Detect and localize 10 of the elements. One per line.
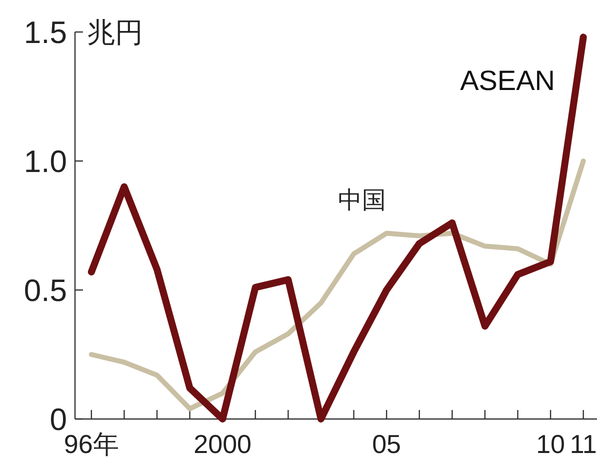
- x-tick-label: 11: [570, 429, 597, 459]
- series-label: 中国: [338, 187, 386, 214]
- x-tick-label: 2000: [194, 429, 252, 459]
- y-axis-title: 兆円: [87, 17, 143, 48]
- series-label: ASEAN: [460, 65, 555, 96]
- y-tick-label: 0.5: [24, 273, 67, 308]
- y-tick-label: 1.0: [24, 144, 67, 179]
- x-tick-label: 10: [536, 429, 565, 459]
- x-tick-label: 05: [372, 429, 402, 459]
- y-tick-label: 1.5: [24, 15, 67, 50]
